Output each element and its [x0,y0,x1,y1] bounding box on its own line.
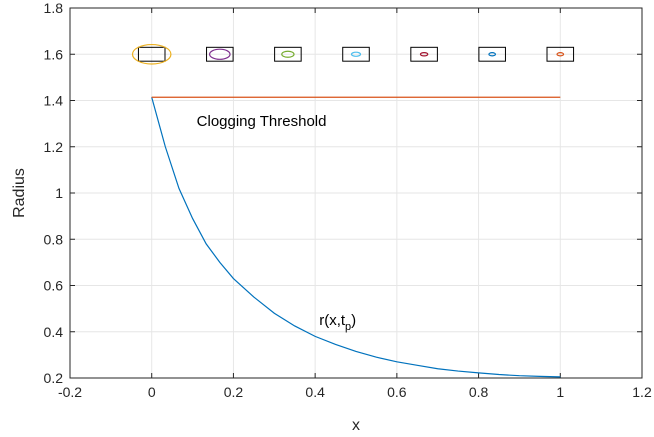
x-tick-label: 0 [148,384,156,400]
clogging-threshold-label: Clogging Threshold [197,113,327,130]
pore-ellipse [419,52,429,57]
x-tick-label: 0.4 [305,384,325,400]
x-tick-label: 0.6 [387,384,407,400]
pore-box [274,46,302,62]
x-tick-label: 0.8 [469,384,489,400]
pore-ellipse [131,43,172,65]
radius-curve-label-main: r(x,t [319,312,346,329]
pore-ellipse [281,50,295,58]
pore-markers [131,43,575,65]
pore-box [137,46,166,62]
pore-ellipse [488,52,497,57]
pore-ellipse [556,52,565,57]
y-tick-label: 1 [55,185,63,201]
pore-box [546,46,575,62]
pore-box [410,46,438,62]
y-tick-label: 1.6 [44,46,64,62]
y-axis-label: Radius [11,168,28,218]
y-tick-label: 0.4 [44,324,64,340]
y-tick-label: 1.4 [44,93,64,109]
series-group [151,96,561,378]
y-tick-label: 1.2 [44,139,64,155]
pore-ellipse [350,51,362,57]
plot-box [69,7,643,379]
radius-curve [151,97,561,378]
tick-labels: -0.2 0 0.2 0.4 0.6 0.8 1 1.2 0.2 0.4 0.6 0.8 1 1.2 1.4… [44,0,652,400]
x-tick-label: 1 [556,384,564,400]
y-tick-label: 0.2 [44,370,64,386]
pore-box [478,46,506,62]
x-tick-label: 1.2 [632,384,652,400]
radius-curve-label: r(x,tp) [319,312,356,333]
pore-box [206,46,234,62]
y-tick-label: 0.6 [44,278,64,294]
x-tick-label: -0.2 [58,384,82,400]
pore-box [342,46,370,62]
y-tick-label: 0.8 [44,231,64,247]
x-axis-label: x [352,417,360,434]
radius-curve-label-end: ) [351,312,356,329]
y-tick-label: 1.8 [44,0,64,16]
pore-ellipse [209,48,231,60]
x-tick-label: 0.2 [224,384,244,400]
radius-curve-label-sub: p [345,321,351,333]
